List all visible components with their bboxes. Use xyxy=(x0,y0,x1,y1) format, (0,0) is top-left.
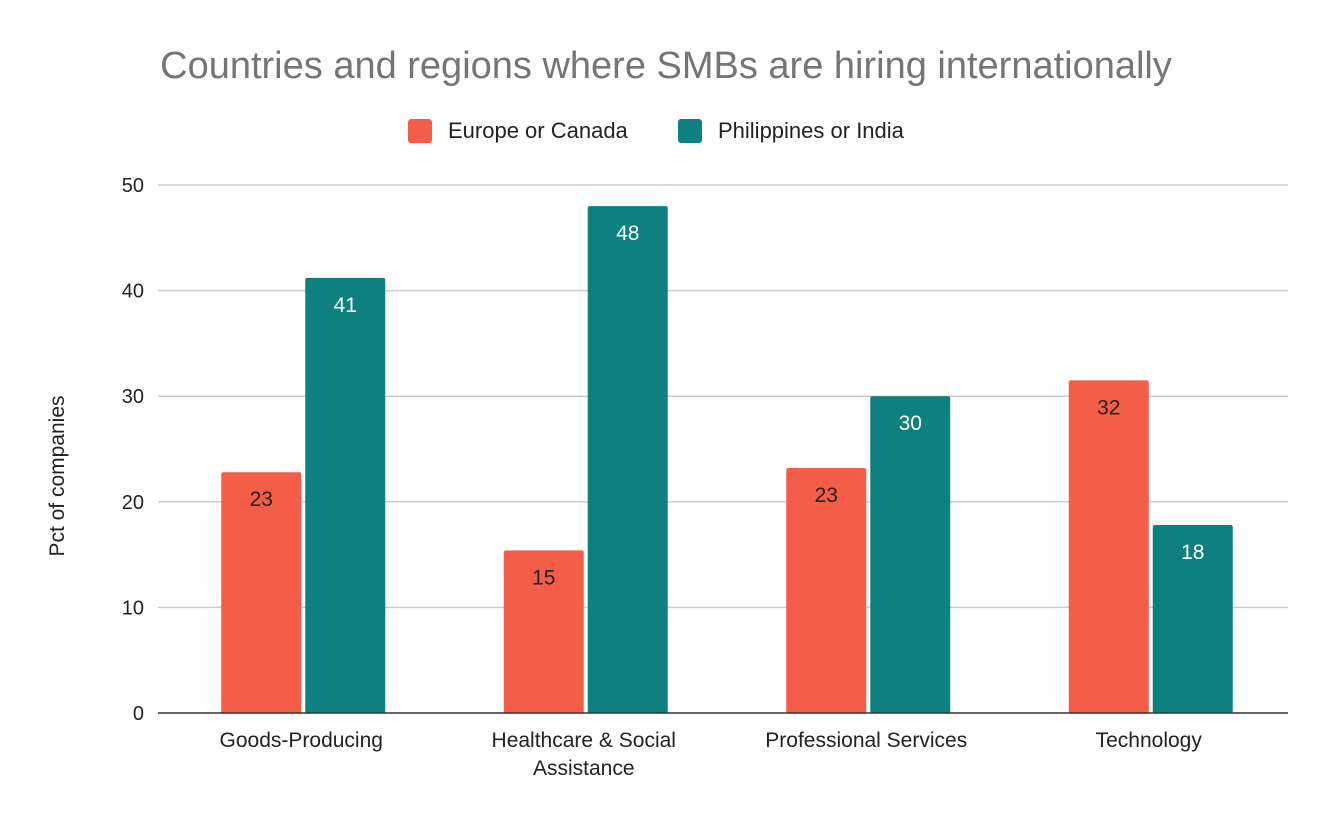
y-tick-label: 0 xyxy=(133,703,144,725)
x-category-label: Goods-Producing xyxy=(220,729,383,752)
legend-swatch xyxy=(408,119,432,143)
y-axis-ticks: 0 10 20 30 40 50 xyxy=(122,175,144,725)
legend-label: Philippines or India xyxy=(718,118,905,143)
x-category-label: Healthcare & Social xyxy=(492,729,676,752)
bar xyxy=(587,206,668,713)
y-tick-label: 40 xyxy=(122,281,144,303)
x-category-label: Professional Services xyxy=(765,729,967,752)
bar xyxy=(305,277,386,713)
bar-value-label: 18 xyxy=(1181,541,1204,564)
bar xyxy=(1152,525,1233,713)
bar-value-label: 23 xyxy=(250,488,273,511)
bar xyxy=(503,550,584,713)
legend-label: Europe or Canada xyxy=(448,118,629,143)
bar xyxy=(1068,380,1149,713)
bar xyxy=(786,468,867,713)
bar xyxy=(221,472,302,713)
bar-value-label: 41 xyxy=(334,294,357,317)
bar-value-label: 48 xyxy=(616,222,639,245)
y-tick-label: 10 xyxy=(122,597,144,619)
bar-value-label: 32 xyxy=(1097,396,1120,419)
bar xyxy=(870,396,951,713)
bar-value-label: 23 xyxy=(815,484,838,507)
y-tick-label: 20 xyxy=(122,492,144,514)
bar-value-label: 30 xyxy=(899,412,922,435)
x-category-label: Technology xyxy=(1096,729,1203,752)
bar-value-label: 15 xyxy=(532,566,555,589)
legend: Europe or Canada Philippines or India xyxy=(408,118,905,143)
y-axis-title: Pct of companies xyxy=(46,395,69,556)
y-tick-label: 30 xyxy=(122,386,144,408)
legend-swatch xyxy=(678,119,702,143)
y-tick-label: 50 xyxy=(122,175,144,197)
bars xyxy=(221,206,1233,713)
data-labels: 23 41 15 48 23 30 32 18 xyxy=(250,222,1205,589)
x-axis-categories: Goods-Producing Healthcare & Social Assist… xyxy=(220,729,1203,780)
x-category-label: Assistance xyxy=(533,757,635,780)
chart-title: Countries and regions where SMBs are hir… xyxy=(160,45,1172,87)
